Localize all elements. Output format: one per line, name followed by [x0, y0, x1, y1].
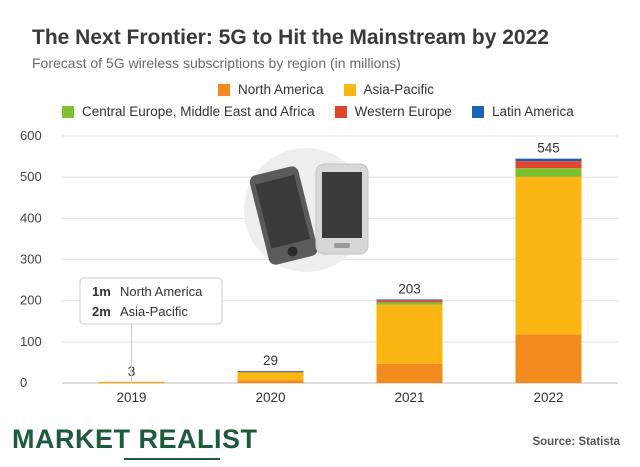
annotation-callout: 1m North America 2m Asia-Pacific [79, 277, 223, 383]
x-tick-label-2022: 2022 [533, 390, 563, 405]
callout-box [79, 277, 223, 325]
total-label-2022: 545 [537, 141, 560, 156]
bar-2020-north-america [237, 380, 304, 383]
logo-word-market: MARKET [12, 424, 131, 454]
y-tick-label-500: 500 [20, 169, 42, 184]
bar-2021-asia-pacific [376, 304, 443, 364]
chart-subtitle: Forecast of 5G wireless subscriptions by… [32, 55, 401, 71]
logo-underline [124, 458, 220, 460]
callout-label-0: North America [120, 284, 203, 299]
legend-row-2: Central Europe, Middle East and Africa W… [62, 104, 594, 119]
callout-value-0: 1m [92, 284, 111, 299]
bar-2022-north-america [515, 334, 582, 383]
legend-swatch-asia-pacific [343, 83, 356, 96]
phones-icon [244, 148, 369, 272]
bar-2021-western-europe [376, 300, 443, 303]
x-tick-label-2020: 2020 [255, 390, 285, 405]
bar-2020-asia-pacific [237, 372, 304, 381]
total-label-2021: 203 [398, 281, 421, 296]
legend-label-cemea: Central Europe, Middle East and Africa [82, 104, 315, 119]
bar-2021-latin-america [376, 299, 443, 301]
legend-swatch-cemea [62, 105, 74, 118]
x-tick-label-2021: 2021 [394, 390, 424, 405]
callout-label-1: Asia-Pacific [120, 304, 188, 319]
market-realist-logo: MARKET REALIST [12, 424, 258, 455]
bar-2021-central-europe-middle-east-and-africa [376, 302, 443, 305]
bar-2020-western-europe [237, 371, 304, 373]
legend-label-asia-pacific: Asia-Pacific [363, 82, 435, 97]
legend-item-western-europe: Western Europe [334, 104, 452, 119]
legend-label-latin-america: Latin America [491, 104, 574, 119]
legend-label-north-america: North America [238, 82, 324, 97]
bar-2021-north-america [376, 363, 443, 383]
bars-layer [98, 158, 582, 384]
source-credit: Source: Statista [532, 436, 620, 448]
legend-item-cemea: Central Europe, Middle East and Africa [62, 104, 315, 119]
y-tick-label-400: 400 [20, 210, 42, 225]
labels-layer: 0100200300400500600201932020292021203202… [20, 128, 564, 405]
chart-card: The Next Frontier: 5G to Hit the Mainstr… [18, 14, 622, 414]
legend-swatch-western-europe [334, 105, 347, 118]
y-tick-label-600: 600 [20, 128, 42, 143]
bar-2022-western-europe [515, 161, 582, 169]
legend-swatch-north-america [218, 83, 230, 96]
bar-2022-asia-pacific [515, 176, 582, 335]
y-tick-label-200: 200 [20, 293, 42, 308]
bar-2020-central-europe-middle-east-and-africa [237, 371, 304, 373]
x-tick-label-2019: 2019 [116, 390, 146, 405]
callout-value-1: 2m [92, 304, 111, 319]
total-label-2020: 29 [263, 353, 278, 368]
legend-item-north-america: North America [218, 82, 324, 97]
chart-title: The Next Frontier: 5G to Hit the Mainstr… [32, 26, 549, 49]
legend-row-1: North America Asia-Pacific [218, 82, 454, 97]
legend-item-asia-pacific: Asia-Pacific [343, 82, 435, 97]
bar-2022-central-europe-middle-east-and-africa [515, 168, 582, 177]
legend-label-western-europe: Western Europe [354, 104, 452, 119]
chart-plot: 0100200300400500600201932020292021203202… [20, 128, 618, 405]
bar-2020-latin-america [237, 371, 304, 372]
logo-word-realist: REALIST [138, 424, 258, 454]
y-tick-label-0: 0 [20, 375, 27, 390]
legend-swatch-latin-america [471, 105, 484, 118]
y-tick-label-300: 300 [20, 252, 42, 267]
bar-2022-latin-america [515, 158, 582, 162]
legend-item-latin-america: Latin America [471, 104, 574, 119]
y-tick-label-100: 100 [20, 334, 42, 349]
